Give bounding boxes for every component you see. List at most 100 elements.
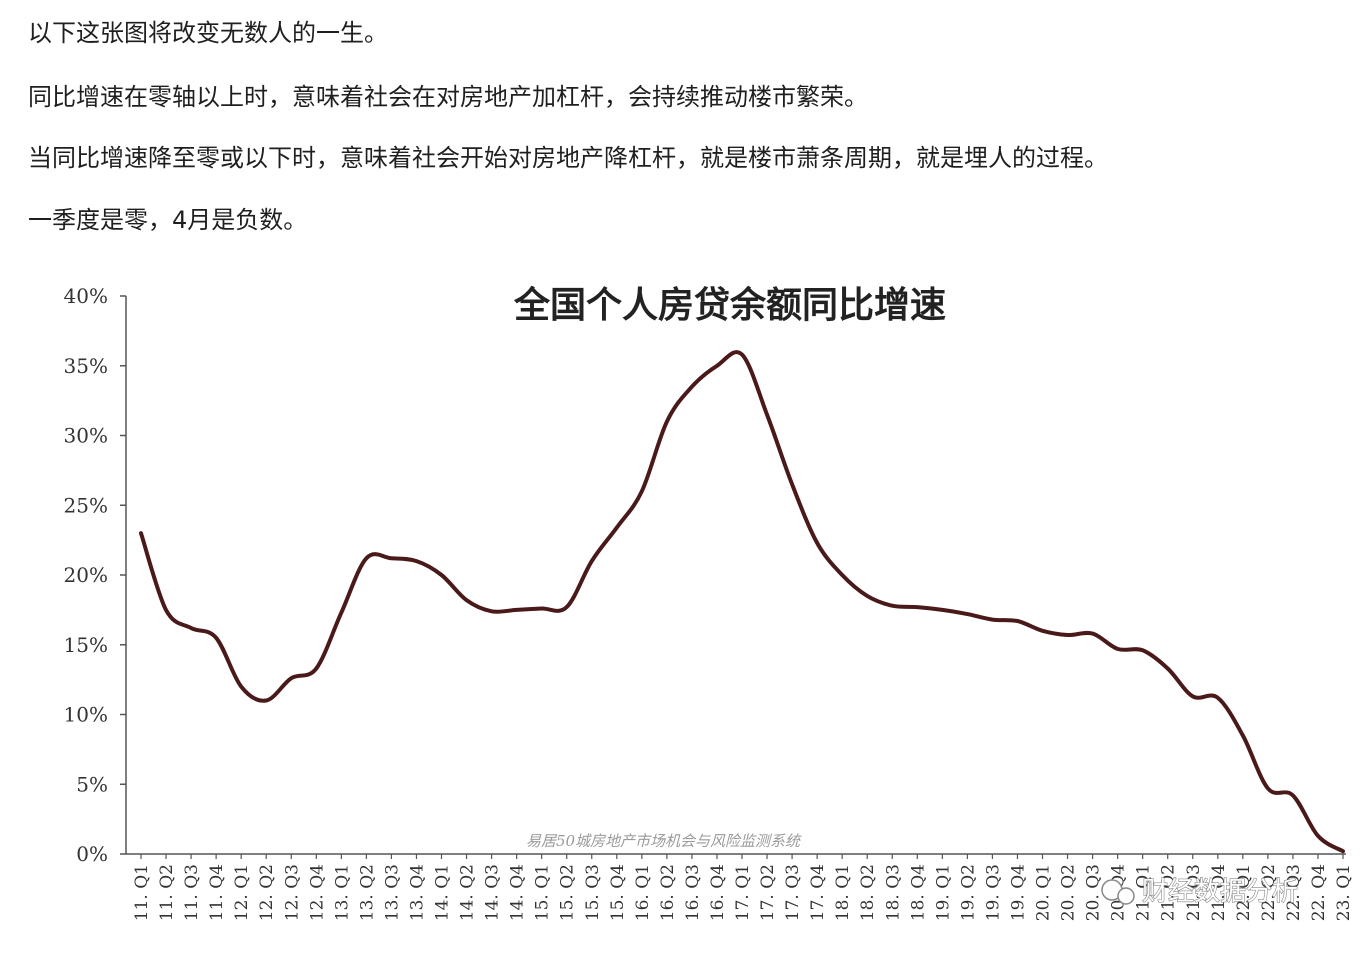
y-tick-label: 30% — [64, 424, 108, 448]
x-tick-label: 14. Q3 — [483, 864, 503, 921]
x-tick-label: 18. Q2 — [858, 864, 878, 921]
x-tick-label: 15. Q3 — [583, 864, 603, 921]
y-tick-label: 35% — [64, 354, 108, 378]
x-tick-label: 16. Q4 — [708, 864, 728, 921]
data-point — [339, 611, 343, 615]
y-tick-label: 5% — [76, 772, 108, 796]
data-point — [990, 618, 994, 622]
y-tick-label: 10% — [64, 703, 108, 727]
data-point — [640, 489, 644, 493]
x-tick-label: 12. Q3 — [282, 864, 302, 921]
data-point — [940, 608, 944, 612]
x-tick-label: 16. Q1 — [633, 864, 653, 921]
data-point — [890, 604, 894, 608]
source-note: 易居50城房地产市场机会与风险监测系统 — [526, 832, 802, 850]
y-tick-label: 15% — [64, 633, 108, 657]
data-point — [189, 626, 193, 630]
y-tick-label: 0% — [76, 842, 108, 866]
data-point — [1241, 733, 1245, 737]
x-tick-label: 23. Q1 — [1334, 864, 1354, 921]
data-point — [289, 676, 293, 680]
data-point — [264, 699, 268, 703]
x-tick-label: 22. Q2 — [1259, 864, 1279, 921]
x-tick-label: 20. Q3 — [1084, 864, 1104, 921]
data-point — [364, 556, 368, 560]
data-point — [540, 606, 544, 610]
x-tick-label: 18. Q3 — [883, 864, 903, 921]
x-tick-label: 11. Q2 — [157, 864, 177, 921]
x-tick-label: 14. Q2 — [458, 864, 478, 921]
x-tick-label: 15. Q4 — [608, 864, 628, 921]
x-tick-label: 12. Q4 — [307, 864, 327, 921]
data-point — [590, 559, 594, 563]
y-tick-label: 20% — [64, 563, 108, 587]
x-tick-label: 18. Q1 — [833, 864, 853, 921]
x-tick-label: 11. Q3 — [182, 864, 202, 921]
chart-title: 全国个人房贷余额同比增速 — [513, 284, 946, 326]
chart-axes — [125, 296, 1346, 855]
x-tick-label: 22. Q3 — [1284, 864, 1304, 921]
x-tick-label: 17. Q4 — [808, 864, 828, 921]
data-point — [1191, 694, 1195, 698]
x-tick-label: 18. Q4 — [908, 864, 928, 921]
data-point — [665, 420, 669, 424]
data-point — [1015, 619, 1019, 623]
x-tick-label: 20. Q2 — [1059, 864, 1079, 921]
data-point — [1116, 647, 1120, 651]
x-axis-ticks: 11. Q1 11. Q2 11. Q3 11. Q4 12. Q1 12. Q2 12. … — [132, 854, 1354, 921]
series-line — [139, 350, 1345, 854]
data-point — [690, 385, 694, 389]
data-point — [465, 598, 469, 602]
x-tick-label: 20. Q1 — [1034, 864, 1054, 921]
x-tick-label: 19. Q3 — [983, 864, 1003, 921]
data-point — [740, 353, 744, 357]
y-tick-label: 40% — [64, 284, 108, 308]
x-tick-label: 22. Q4 — [1309, 864, 1329, 921]
x-tick-label: 19. Q2 — [958, 864, 978, 921]
y-axis-ticks: 0% 5% 10% 15% 20% 25% 30% 35% 40% — [64, 284, 126, 866]
x-tick-label: 11. Q4 — [207, 864, 227, 921]
x-tick-label: 15. Q2 — [558, 864, 578, 921]
line-chart: 全国个人房贷余额同比增速 0% 5% 10% 15% 20% 25% 30% 35% 40% 1… — [64, 284, 1354, 921]
article-paragraph-1: 以下这张图将改变无数人的一生。 — [28, 19, 388, 47]
article-paragraph-4: 一季度是零，4月是负数。 — [28, 206, 308, 234]
x-tick-label: 14. Q1 — [433, 864, 453, 921]
data-point — [1266, 786, 1270, 790]
data-point — [840, 573, 844, 577]
data-point — [314, 666, 318, 670]
data-point — [915, 605, 919, 609]
x-tick-label: 13. Q4 — [407, 864, 427, 921]
x-tick-label: 15. Q1 — [533, 864, 553, 921]
x-tick-label: 17. Q2 — [758, 864, 778, 921]
data-point — [615, 526, 619, 530]
x-tick-label: 16. Q2 — [658, 864, 678, 921]
data-point — [715, 364, 719, 368]
x-tick-label: 19. Q1 — [933, 864, 953, 921]
x-tick-label: 13. Q2 — [357, 864, 377, 921]
data-point — [790, 482, 794, 486]
data-point — [1041, 629, 1044, 633]
data-point — [815, 541, 819, 545]
data-point — [414, 559, 418, 563]
data-point — [1166, 666, 1170, 670]
data-point — [440, 573, 443, 577]
data-point — [865, 594, 869, 598]
data-point — [1141, 648, 1145, 652]
x-tick-label: 21. Q3 — [1184, 864, 1204, 921]
data-point — [1316, 834, 1320, 838]
data-point — [490, 609, 494, 613]
x-tick-label: 19. Q4 — [1008, 864, 1028, 921]
x-tick-label: 21. Q2 — [1159, 864, 1179, 921]
x-tick-label: 12. Q1 — [232, 864, 252, 921]
x-tick-label: 16. Q3 — [683, 864, 703, 921]
data-point — [214, 636, 218, 640]
article-paragraph-2: 同比增速在零轴以上时，意味着社会在对房地产加杠杆，会持续推动楼市繁荣。 — [28, 83, 868, 111]
data-point — [1341, 849, 1345, 853]
x-tick-label: 11. Q1 — [132, 864, 152, 921]
wechat-icon-bubble — [1117, 887, 1135, 905]
x-tick-label: 21. Q4 — [1209, 864, 1229, 921]
data-points — [139, 353, 1345, 853]
x-tick-label: 17. Q3 — [783, 864, 803, 921]
x-tick-label: 21. Q1 — [1134, 864, 1154, 921]
x-tick-label: 17. Q1 — [733, 864, 753, 921]
